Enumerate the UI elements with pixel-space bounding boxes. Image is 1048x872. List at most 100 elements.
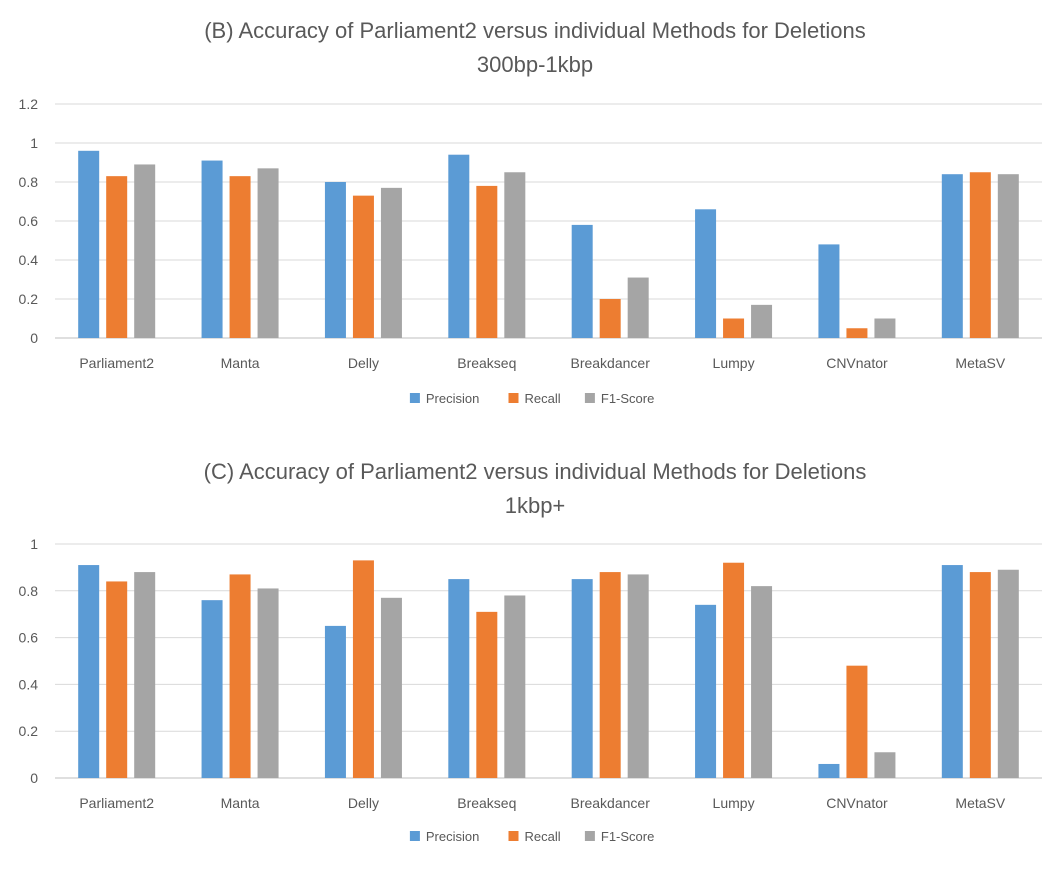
bar-recall-parliament2	[106, 581, 128, 778]
bar-precision-cnvnator	[818, 244, 840, 338]
y-tick-label: 1	[30, 135, 38, 151]
legend-swatch	[508, 831, 519, 841]
bar-f1-score-parliament2	[134, 164, 156, 338]
x-tick-label: Breakseq	[457, 355, 516, 371]
bar-precision-metasv	[941, 174, 963, 338]
y-tick-label: 0.6	[19, 213, 39, 229]
bar-f1-score-breakdancer	[627, 574, 649, 778]
bar-f1-score-metasv	[997, 174, 1019, 338]
bar-precision-cnvnator	[818, 763, 840, 778]
x-tick-label: Delly	[348, 795, 379, 811]
y-tick-label: 0	[30, 770, 38, 786]
bar-recall-metasv	[969, 172, 991, 338]
bar-precision-parliament2	[78, 565, 100, 778]
chart-c-legend: Precision Recall F1-Score	[409, 829, 654, 844]
x-tick-label: Breakdancer	[570, 795, 650, 811]
x-tick-label: Parliament2	[79, 795, 154, 811]
legend-swatch	[508, 393, 519, 403]
bar-f1-score-metasv	[997, 569, 1019, 778]
legend-label: F1-Score	[601, 829, 654, 844]
bar-precision-delly	[324, 625, 346, 778]
bar-precision-breakdancer	[571, 224, 593, 338]
chart-c-x-axis: Parliament2 Manta Delly Breakseq Breakdancer…	[79, 795, 1006, 811]
bar-f1-score-breakseq	[504, 595, 526, 778]
bar-recall-breakdancer	[599, 572, 621, 778]
x-tick-label: MetaSV	[955, 355, 1005, 371]
y-tick-label: 0.8	[19, 583, 39, 599]
bar-precision-metasv	[941, 565, 963, 778]
bar-f1-score-breakseq	[504, 172, 526, 338]
bar-f1-score-delly	[380, 597, 402, 778]
bar-recall-breakdancer	[599, 299, 621, 338]
x-tick-label: Parliament2	[79, 355, 154, 371]
x-tick-label: Manta	[221, 795, 260, 811]
y-tick-label: 0.4	[19, 252, 39, 268]
bar-precision-breakseq	[448, 154, 470, 338]
chart-c-title: (C) Accuracy of Parliament2 versus indiv…	[204, 459, 867, 484]
chart-c: (C) Accuracy of Parliament2 versus indiv…	[19, 459, 1042, 844]
x-tick-label: Lumpy	[713, 795, 755, 811]
bar-precision-delly	[324, 182, 346, 338]
chart-b-legend: Precision Recall F1-Score	[409, 391, 654, 406]
y-tick-label: 1	[30, 536, 38, 552]
bar-precision-breakseq	[448, 579, 470, 778]
legend-swatch	[584, 393, 595, 403]
y-tick-label: 0.6	[19, 630, 39, 646]
bar-f1-score-breakdancer	[627, 277, 649, 338]
y-tick-label: 1.2	[19, 96, 39, 112]
y-tick-label: 0	[30, 330, 38, 346]
bar-recall-cnvnator	[846, 328, 868, 338]
x-tick-label: MetaSV	[955, 795, 1005, 811]
y-tick-label: 0.4	[19, 676, 39, 692]
x-tick-label: CNVnator	[826, 355, 888, 371]
bar-recall-breakseq	[476, 611, 498, 778]
bar-f1-score-manta	[257, 588, 279, 778]
bar-f1-score-parliament2	[134, 572, 156, 778]
bar-f1-score-delly	[380, 187, 402, 338]
bar-recall-cnvnator	[846, 665, 868, 778]
x-tick-label: Breakseq	[457, 795, 516, 811]
bar-precision-manta	[201, 600, 223, 778]
legend-swatch	[409, 831, 420, 841]
bar-precision-manta	[201, 160, 223, 338]
bar-precision-breakdancer	[571, 579, 593, 778]
legend-swatch	[584, 831, 595, 841]
bar-recall-metasv	[969, 572, 991, 778]
bar-recall-delly	[352, 195, 374, 338]
legend-swatch	[409, 393, 420, 403]
legend-label: Recall	[525, 829, 561, 844]
bar-recall-manta	[229, 574, 251, 778]
chart-b-subtitle: 300bp-1kbp	[477, 52, 593, 77]
bar-f1-score-lumpy	[751, 586, 773, 778]
bar-precision-parliament2	[78, 150, 100, 338]
y-tick-label: 0.2	[19, 291, 39, 307]
x-tick-label: Delly	[348, 355, 379, 371]
chart-b: (B) Accuracy of Parliament2 versus indiv…	[19, 18, 1042, 406]
legend-label: Precision	[426, 829, 479, 844]
chart-b-title: (B) Accuracy of Parliament2 versus indiv…	[204, 18, 866, 43]
legend-label: Precision	[426, 391, 479, 406]
chart-b-x-axis: Parliament2 Manta Delly Breakseq Breakdancer…	[79, 355, 1006, 371]
bar-f1-score-manta	[257, 168, 279, 338]
bar-recall-breakseq	[476, 185, 498, 338]
legend-label: F1-Score	[601, 391, 654, 406]
x-tick-label: Breakdancer	[570, 355, 650, 371]
chart-c-y-axis: 0 0.2 0.4 0.6 0.8 1	[19, 536, 39, 786]
bar-recall-lumpy	[723, 562, 745, 778]
bar-f1-score-lumpy	[751, 304, 773, 338]
legend-label: Recall	[525, 391, 561, 406]
bar-precision-lumpy	[695, 604, 717, 778]
x-tick-label: Manta	[221, 355, 260, 371]
bar-precision-lumpy	[695, 209, 717, 338]
bar-recall-lumpy	[723, 318, 745, 338]
y-tick-label: 0.8	[19, 174, 39, 190]
chart-c-subtitle: 1kbp+	[505, 493, 566, 518]
x-tick-label: CNVnator	[826, 795, 888, 811]
bar-recall-manta	[229, 176, 251, 338]
bar-recall-parliament2	[106, 176, 128, 338]
bar-f1-score-cnvnator	[874, 318, 896, 338]
chart-b-bars	[78, 150, 1019, 338]
x-tick-label: Lumpy	[713, 355, 755, 371]
